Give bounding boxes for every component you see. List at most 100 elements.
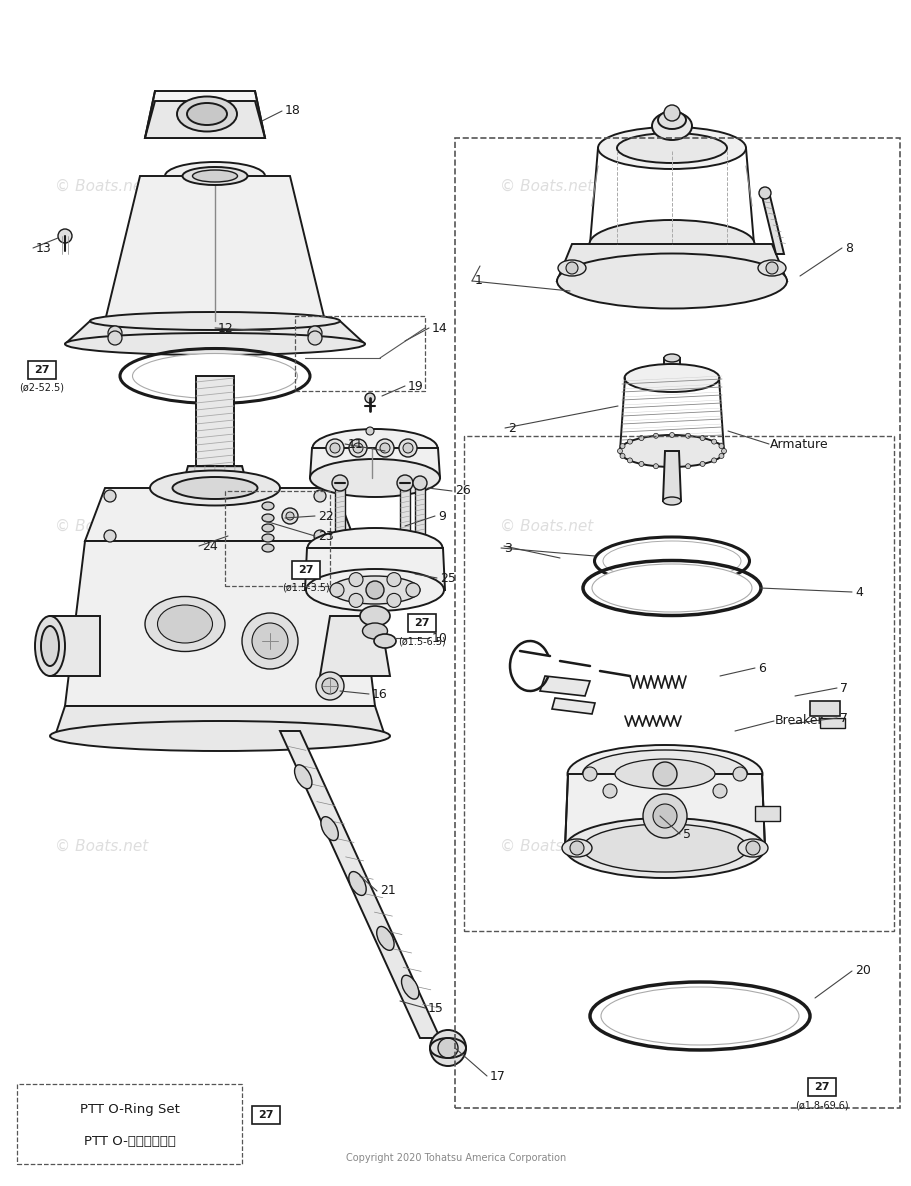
Polygon shape	[551, 699, 594, 714]
Circle shape	[642, 793, 686, 839]
Circle shape	[325, 439, 343, 457]
Ellipse shape	[261, 544, 273, 551]
Text: 10: 10	[432, 631, 447, 644]
Text: 23: 23	[318, 529, 333, 542]
Circle shape	[652, 433, 658, 439]
Bar	[292, 561, 320, 579]
Circle shape	[669, 465, 674, 470]
Circle shape	[375, 439, 394, 457]
Polygon shape	[145, 91, 265, 138]
Polygon shape	[304, 548, 445, 589]
Polygon shape	[557, 244, 786, 281]
Circle shape	[386, 573, 401, 587]
Circle shape	[700, 435, 704, 440]
Text: 24: 24	[201, 540, 218, 553]
Polygon shape	[819, 718, 844, 728]
Polygon shape	[55, 706, 384, 737]
Circle shape	[718, 453, 723, 459]
Circle shape	[349, 593, 363, 607]
Circle shape	[711, 439, 716, 444]
Polygon shape	[280, 731, 439, 1038]
Circle shape	[652, 464, 658, 468]
Ellipse shape	[158, 605, 212, 643]
Circle shape	[107, 331, 122, 345]
Polygon shape	[663, 358, 680, 378]
Ellipse shape	[261, 524, 273, 533]
Text: 14: 14	[432, 321, 447, 334]
Text: 2: 2	[507, 421, 516, 434]
Circle shape	[386, 593, 401, 607]
Polygon shape	[182, 466, 248, 487]
Ellipse shape	[614, 759, 714, 789]
Circle shape	[396, 476, 413, 491]
Polygon shape	[50, 616, 100, 676]
Ellipse shape	[662, 497, 681, 505]
Circle shape	[569, 841, 583, 855]
Circle shape	[721, 448, 726, 453]
Text: (ø1.5-3.5): (ø1.5-3.5)	[281, 584, 330, 593]
Polygon shape	[65, 321, 364, 344]
Circle shape	[700, 461, 704, 466]
Ellipse shape	[172, 477, 257, 499]
Circle shape	[308, 331, 322, 345]
Ellipse shape	[35, 616, 65, 676]
Ellipse shape	[567, 745, 762, 803]
Text: 21: 21	[380, 885, 395, 898]
Circle shape	[281, 508, 298, 524]
Text: (ø1.5-6.5): (ø1.5-6.5)	[398, 636, 445, 646]
Polygon shape	[310, 448, 439, 478]
Ellipse shape	[558, 260, 586, 276]
Ellipse shape	[561, 839, 591, 857]
Ellipse shape	[306, 569, 444, 611]
Text: 5: 5	[682, 828, 691, 841]
Ellipse shape	[321, 817, 338, 841]
Ellipse shape	[50, 721, 390, 751]
Ellipse shape	[374, 635, 395, 648]
Text: © Boats.net: © Boats.net	[55, 518, 148, 534]
Ellipse shape	[132, 353, 297, 398]
Text: © Boats.net: © Boats.net	[499, 518, 592, 534]
Text: 13: 13	[36, 242, 52, 255]
Circle shape	[251, 623, 288, 659]
Ellipse shape	[41, 626, 59, 667]
Circle shape	[380, 444, 390, 453]
Circle shape	[330, 444, 340, 453]
Text: 27: 27	[35, 365, 50, 375]
Circle shape	[364, 393, 374, 403]
Text: 27: 27	[298, 565, 313, 575]
Circle shape	[627, 439, 631, 444]
Ellipse shape	[619, 435, 723, 467]
Text: 26: 26	[455, 485, 470, 497]
Ellipse shape	[657, 111, 685, 129]
Bar	[464, 436, 893, 931]
Text: 16: 16	[372, 688, 387, 701]
Circle shape	[566, 262, 578, 274]
Text: 19: 19	[407, 380, 424, 393]
Polygon shape	[145, 101, 265, 138]
Circle shape	[365, 581, 384, 599]
Text: 17: 17	[489, 1070, 506, 1083]
Text: 12: 12	[218, 321, 233, 334]
Circle shape	[652, 761, 676, 786]
Circle shape	[712, 784, 726, 798]
Circle shape	[711, 458, 716, 463]
Circle shape	[349, 439, 366, 457]
Bar	[407, 614, 435, 632]
Circle shape	[353, 444, 363, 453]
Circle shape	[582, 767, 597, 782]
Polygon shape	[662, 451, 681, 500]
Text: 9: 9	[437, 510, 445, 523]
Bar	[28, 361, 56, 380]
Text: 8: 8	[844, 242, 852, 255]
Circle shape	[732, 767, 746, 782]
Text: 11: 11	[348, 438, 363, 451]
Polygon shape	[400, 486, 410, 538]
Ellipse shape	[651, 111, 691, 140]
Circle shape	[652, 804, 676, 828]
Ellipse shape	[165, 162, 265, 190]
Text: © Boats.net: © Boats.net	[55, 179, 148, 193]
Ellipse shape	[261, 514, 273, 522]
Text: 7: 7	[839, 712, 847, 725]
Circle shape	[398, 439, 416, 457]
Circle shape	[627, 458, 631, 463]
